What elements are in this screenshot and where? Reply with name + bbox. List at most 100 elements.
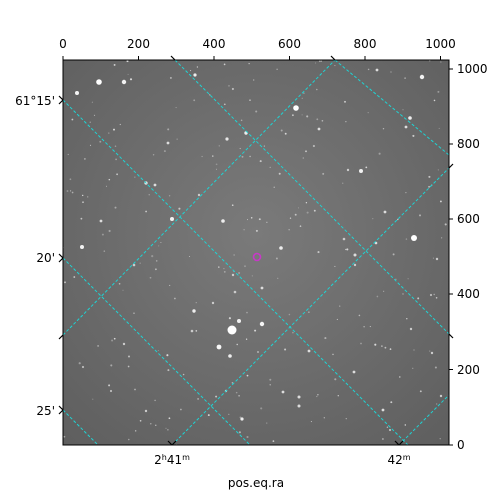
noise-dot [386, 426, 389, 429]
noise-dot [276, 68, 278, 70]
star [429, 293, 433, 297]
noise-dot [249, 99, 251, 101]
noise-dot [360, 342, 362, 345]
noise-dot [228, 85, 230, 87]
noise-dot [128, 355, 130, 358]
star [353, 253, 357, 257]
star [216, 344, 222, 350]
noise-dot [196, 66, 199, 68]
noise-dot [367, 112, 369, 114]
noise-dot [249, 155, 251, 158]
noise-dot [71, 118, 74, 121]
noise-dot [238, 394, 240, 397]
star [297, 395, 301, 399]
noise-dot [70, 190, 72, 192]
noise-dot [332, 353, 334, 356]
noise-dot [260, 407, 263, 410]
noise-dot [433, 99, 436, 102]
ra-tick-label: 2h41m [154, 453, 190, 467]
star [233, 290, 237, 294]
star [293, 105, 299, 111]
noise-dot [405, 238, 408, 240]
star [237, 319, 241, 323]
noise-dot [152, 154, 155, 156]
noise-dot [233, 254, 235, 256]
noise-dot [122, 289, 124, 291]
grid-line [174, 60, 449, 335]
noise-dot [246, 374, 249, 377]
star [132, 263, 136, 267]
grid-line [63, 257, 251, 445]
noise-dot [155, 260, 158, 262]
noise-dot [439, 200, 442, 203]
noise-dot [272, 440, 275, 442]
noise-dot [176, 138, 178, 140]
noise-dot [218, 145, 221, 147]
noise-dot [195, 330, 198, 332]
noise-dot [168, 417, 171, 420]
noise-dot [166, 354, 169, 357]
noise-dot [438, 127, 440, 129]
noise-dot [215, 395, 218, 398]
noise-dot [417, 297, 420, 300]
noise-dot [114, 145, 117, 147]
noise-dot [334, 65, 336, 67]
noise-dot [292, 331, 294, 334]
noise-dot [118, 282, 121, 285]
star [404, 125, 408, 129]
star [411, 235, 417, 241]
noise-dot [378, 152, 381, 155]
noise-dot [305, 150, 307, 153]
noise-dot [127, 365, 130, 368]
noise-dot [404, 77, 406, 79]
star [81, 365, 85, 369]
top-tick-label: 600 [278, 37, 301, 51]
noise-dot [119, 123, 121, 126]
noise-dot [129, 78, 133, 81]
noise-dot [381, 438, 384, 440]
noise-dot [297, 207, 300, 209]
noise-dot [145, 210, 148, 213]
grid-line [63, 99, 409, 445]
noise-dot [397, 218, 399, 221]
top-tick-label: 400 [203, 37, 226, 51]
star [346, 168, 350, 172]
right-ticks [449, 68, 453, 446]
noise-dot [294, 213, 297, 216]
noise-dot [82, 201, 84, 203]
noise-dot [288, 313, 291, 316]
sky-image [63, 60, 449, 445]
noise-dot [437, 169, 439, 171]
noise-dot [235, 391, 238, 394]
right-tick-label: 0 [457, 438, 465, 452]
noise-dot [402, 293, 404, 295]
top-tick-label: 0 [59, 37, 67, 51]
grid-line [398, 394, 449, 445]
noise-dot [263, 145, 265, 147]
noise-dot [320, 60, 322, 62]
star [190, 329, 194, 333]
noise-dot [167, 369, 170, 372]
noise-dot [231, 382, 234, 384]
noise-dot [381, 345, 383, 347]
noise-dot [63, 435, 66, 438]
noise-dot [254, 329, 257, 332]
star [430, 351, 434, 355]
star [352, 370, 356, 374]
star [121, 79, 127, 85]
noise-dot [78, 362, 81, 365]
noise-dot [273, 186, 275, 188]
noise-dot [399, 376, 401, 378]
noise-dot [433, 293, 435, 296]
noise-dot [250, 217, 253, 219]
noise-dot [180, 408, 182, 411]
noise-dot [269, 384, 271, 386]
noise-dot [248, 63, 250, 65]
noise-dot [134, 176, 136, 178]
axes-frame [62, 59, 450, 446]
noise-dot [89, 121, 91, 123]
top-tick-label: 800 [354, 37, 377, 51]
noise-dot [404, 424, 407, 426]
noise-dot [105, 185, 108, 187]
star [231, 273, 235, 277]
